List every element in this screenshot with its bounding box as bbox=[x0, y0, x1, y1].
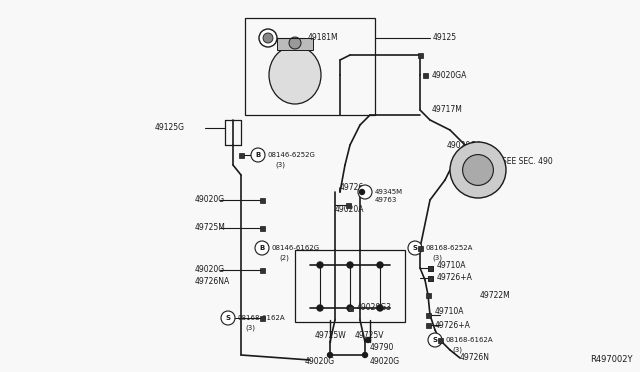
Bar bbox=[417, 52, 422, 58]
Text: S: S bbox=[225, 315, 230, 321]
Text: S: S bbox=[413, 245, 417, 251]
Text: 49790: 49790 bbox=[370, 343, 394, 353]
Text: 49726+A: 49726+A bbox=[435, 321, 471, 330]
Circle shape bbox=[251, 148, 265, 162]
Circle shape bbox=[365, 337, 371, 343]
Text: 49725M: 49725M bbox=[195, 224, 226, 232]
Circle shape bbox=[317, 305, 323, 311]
Text: (3): (3) bbox=[432, 255, 442, 261]
Bar bbox=[426, 312, 431, 317]
Text: 08146-6162G: 08146-6162G bbox=[272, 245, 320, 251]
Bar bbox=[259, 267, 264, 273]
Text: 49020G3: 49020G3 bbox=[357, 304, 392, 312]
Circle shape bbox=[428, 333, 442, 347]
Text: 49726N: 49726N bbox=[460, 353, 490, 362]
Bar bbox=[245, 18, 375, 115]
Text: 49710A: 49710A bbox=[437, 260, 467, 269]
Text: 49181M: 49181M bbox=[308, 33, 339, 42]
Text: 49725W: 49725W bbox=[315, 330, 347, 340]
Bar bbox=[422, 73, 428, 77]
Text: 49020G: 49020G bbox=[195, 266, 225, 275]
Text: 49725V: 49725V bbox=[355, 330, 385, 340]
Circle shape bbox=[289, 37, 301, 49]
Bar bbox=[259, 315, 264, 321]
Bar bbox=[428, 266, 433, 270]
Bar bbox=[239, 153, 243, 157]
Bar bbox=[426, 292, 431, 298]
Bar bbox=[428, 276, 433, 280]
Circle shape bbox=[317, 262, 323, 268]
Text: 49125: 49125 bbox=[433, 33, 457, 42]
Text: 49726+A: 49726+A bbox=[437, 273, 473, 282]
Text: 49345M: 49345M bbox=[375, 189, 403, 195]
Text: S: S bbox=[433, 337, 438, 343]
Bar bbox=[259, 225, 264, 231]
Circle shape bbox=[360, 189, 365, 195]
Circle shape bbox=[362, 353, 367, 357]
Text: (2): (2) bbox=[279, 255, 289, 261]
Text: 49020G: 49020G bbox=[370, 357, 400, 366]
Text: (3): (3) bbox=[275, 162, 285, 168]
Circle shape bbox=[255, 241, 269, 255]
Text: 49125G: 49125G bbox=[155, 124, 185, 132]
Ellipse shape bbox=[269, 46, 321, 104]
Text: R497002Y: R497002Y bbox=[590, 356, 632, 365]
Bar bbox=[426, 323, 431, 327]
Text: 49020A: 49020A bbox=[335, 205, 365, 215]
Text: 49722M: 49722M bbox=[480, 291, 511, 299]
Text: 49726NA: 49726NA bbox=[195, 278, 230, 286]
Text: 49020GA: 49020GA bbox=[432, 71, 467, 80]
Circle shape bbox=[377, 262, 383, 268]
Circle shape bbox=[450, 142, 506, 198]
Circle shape bbox=[263, 33, 273, 43]
Circle shape bbox=[408, 241, 422, 255]
Text: 49717M: 49717M bbox=[432, 106, 463, 115]
Text: (3): (3) bbox=[452, 347, 462, 353]
Bar bbox=[438, 337, 442, 343]
Text: 49710A: 49710A bbox=[435, 308, 465, 317]
Circle shape bbox=[463, 155, 493, 185]
Text: 49726: 49726 bbox=[340, 183, 364, 192]
Circle shape bbox=[221, 311, 235, 325]
Bar bbox=[346, 202, 351, 208]
Bar bbox=[295, 250, 405, 322]
Text: 49020G: 49020G bbox=[195, 196, 225, 205]
Text: 49020GA: 49020GA bbox=[447, 141, 483, 150]
Text: 49020G: 49020G bbox=[305, 357, 335, 366]
Text: B: B bbox=[255, 152, 260, 158]
Text: 08168-6162A: 08168-6162A bbox=[445, 337, 493, 343]
Circle shape bbox=[328, 353, 333, 357]
Text: 08168-6162A: 08168-6162A bbox=[238, 315, 285, 321]
Text: B: B bbox=[259, 245, 264, 251]
Circle shape bbox=[377, 305, 383, 311]
Circle shape bbox=[259, 29, 277, 47]
Bar bbox=[259, 198, 264, 202]
Text: 49763: 49763 bbox=[375, 197, 397, 203]
Bar bbox=[277, 38, 313, 50]
Bar bbox=[428, 276, 433, 280]
Bar bbox=[348, 305, 353, 311]
Circle shape bbox=[358, 185, 372, 199]
Bar bbox=[428, 266, 433, 270]
Circle shape bbox=[347, 305, 353, 311]
Text: 08168-6252A: 08168-6252A bbox=[425, 245, 472, 251]
Text: (3): (3) bbox=[245, 325, 255, 331]
Bar bbox=[417, 246, 422, 250]
Text: SEE SEC. 490: SEE SEC. 490 bbox=[502, 157, 553, 167]
Circle shape bbox=[347, 262, 353, 268]
Text: 08146-6252G: 08146-6252G bbox=[268, 152, 316, 158]
